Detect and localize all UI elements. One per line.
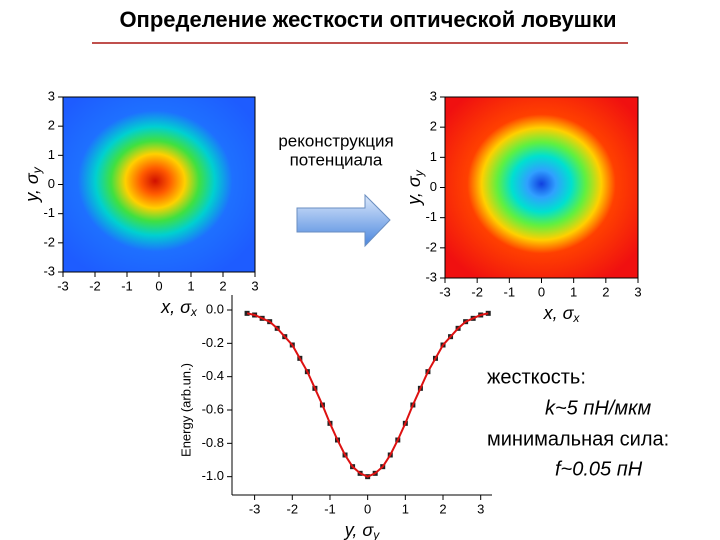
- y-tick-label: -0.8: [202, 435, 224, 450]
- x-tick-label: -2: [89, 278, 101, 293]
- note: жесткость:: [487, 366, 586, 388]
- axis-label: Energy (arb.un.): [178, 363, 193, 457]
- x-tick-label: 0: [538, 284, 545, 299]
- x-tick-label: 0: [364, 501, 371, 516]
- arrow: [296, 193, 391, 248]
- x-tick-label: 1: [402, 501, 409, 516]
- arrow-label: потенциала: [290, 150, 383, 169]
- x-tick-label: 2: [602, 284, 609, 299]
- axis-label: y, σy: [343, 520, 381, 540]
- plot-frame: [232, 295, 492, 495]
- x-tick-label: 3: [477, 501, 484, 516]
- heatmap: [445, 97, 638, 278]
- y-tick-label: -3: [43, 263, 55, 278]
- note: минимальная сила:: [487, 428, 669, 450]
- axis-label: y, σy: [22, 166, 44, 204]
- y-tick-label: 1: [48, 147, 55, 162]
- y-tick-label: 0: [48, 176, 55, 191]
- x-tick-label: 3: [251, 278, 258, 293]
- y-tick-label: -1: [43, 205, 55, 220]
- x-tick-label: -3: [439, 284, 451, 299]
- y-tick-label: -0.4: [202, 368, 224, 383]
- y-tick-label: -3: [425, 269, 437, 284]
- y-tick-label: -0.6: [202, 401, 224, 416]
- axis-label-sub: x: [190, 305, 198, 319]
- y-tick-label: -0.2: [202, 335, 224, 350]
- axis-label-sub: x: [572, 311, 580, 325]
- x-tick-label: -1: [324, 501, 336, 516]
- y-tick-label: 3: [430, 88, 437, 103]
- y-tick-label: -1.0: [202, 468, 224, 483]
- axis-label: x, σx: [160, 297, 198, 319]
- y-tick-label: 2: [430, 119, 437, 134]
- heatmap: [63, 97, 255, 272]
- x-tick-label: -2: [287, 501, 299, 516]
- arrow-label: реконструкция: [278, 131, 393, 150]
- axis-label-sub: y: [30, 166, 44, 174]
- x-tick-label: 1: [187, 278, 194, 293]
- fit-line: [246, 312, 489, 478]
- axis-label-sub: y: [372, 528, 380, 540]
- y-tick-label: 3: [48, 88, 55, 103]
- y-tick-label: -2: [425, 239, 437, 254]
- y-tick-label: -2: [43, 234, 55, 249]
- note: f~0.05 пН: [555, 458, 643, 480]
- note: k~5 пН/мкм: [545, 397, 652, 419]
- y-tick-label: 1: [430, 149, 437, 164]
- y-tick-label: 0: [430, 179, 437, 194]
- axis-label: y, σy: [404, 169, 426, 207]
- x-tick-label: 2: [219, 278, 226, 293]
- x-tick-label: 2: [439, 501, 446, 516]
- x-tick-label: -3: [57, 278, 69, 293]
- x-tick-label: 1: [570, 284, 577, 299]
- x-tick-label: 0: [155, 278, 162, 293]
- axis-label: x, σx: [543, 303, 581, 325]
- x-tick-label: -2: [471, 284, 483, 299]
- title: Определение жесткости оптической ловушки: [119, 7, 616, 32]
- x-tick-label: -3: [249, 501, 261, 516]
- x-tick-label: -1: [121, 278, 133, 293]
- axis-label-sub: y: [412, 169, 426, 177]
- x-tick-label: 3: [634, 284, 641, 299]
- y-tick-label: -1: [425, 209, 437, 224]
- y-tick-label: 2: [48, 118, 55, 133]
- y-tick-label: 0.0: [206, 301, 224, 316]
- x-tick-label: -1: [504, 284, 516, 299]
